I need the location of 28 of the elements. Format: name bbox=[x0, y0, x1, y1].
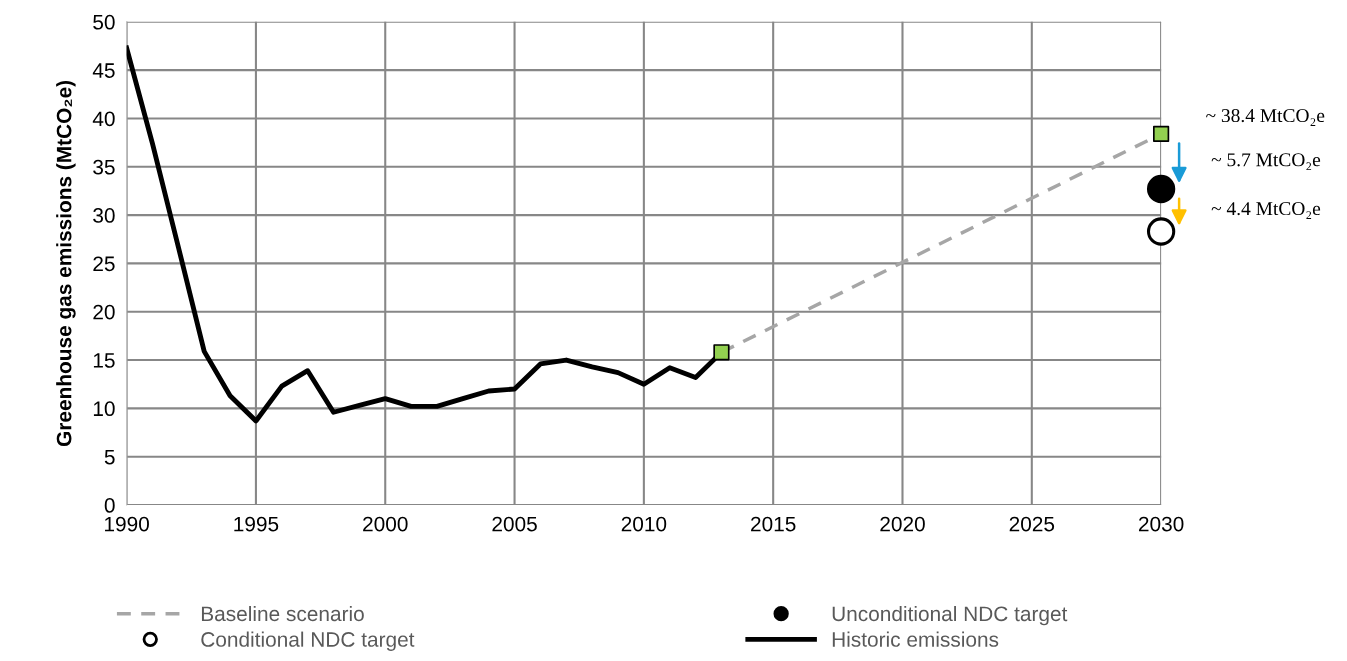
y-tick-label: 25 bbox=[93, 256, 115, 272]
y-tick-label: 15 bbox=[93, 353, 115, 368]
y-tick-label: 5 bbox=[104, 449, 115, 465]
text: ~ 5.7 MtCO₂e bbox=[1211, 153, 1321, 171]
x-tick-label: 1995 bbox=[234, 516, 279, 532]
y-tick-label: 35 bbox=[93, 159, 115, 175]
text: ~ 38.4 MtCO₂e bbox=[1206, 108, 1325, 126]
x-tick-label: 2015 bbox=[751, 516, 796, 532]
y-tick-label: 30 bbox=[93, 208, 115, 223]
legend-label: Conditional NDC target bbox=[201, 631, 415, 651]
y-tick-label: 50 bbox=[93, 14, 115, 30]
y-tick-label: 10 bbox=[93, 401, 115, 417]
y-tick-label: 40 bbox=[92, 111, 115, 127]
x-tick-label: 2005 bbox=[492, 516, 537, 532]
x-tick-label: 1990 bbox=[105, 516, 149, 532]
text: ~ 4.4 MtCO₂e bbox=[1211, 202, 1321, 219]
x-tick-label: 2010 bbox=[621, 516, 667, 532]
x-tick-label: 2020 bbox=[880, 516, 925, 532]
x-tick-label: 2025 bbox=[1009, 516, 1055, 532]
x-tick-label: 2030 bbox=[1138, 516, 1184, 532]
y-tick-label: 20 bbox=[93, 304, 115, 320]
legend-label: Unconditional NDC target bbox=[832, 605, 1068, 626]
x-tick-label: 2000 bbox=[363, 516, 408, 532]
y-tick-label: 0 bbox=[104, 498, 115, 513]
legend-label: Historic emissions bbox=[832, 631, 999, 647]
y-tick-label: 45 bbox=[92, 63, 115, 78]
legend-label: Baseline scenario bbox=[201, 605, 364, 622]
y-axis-title: Greenhouse gas emissions (MtCO₂e) bbox=[56, 80, 76, 447]
